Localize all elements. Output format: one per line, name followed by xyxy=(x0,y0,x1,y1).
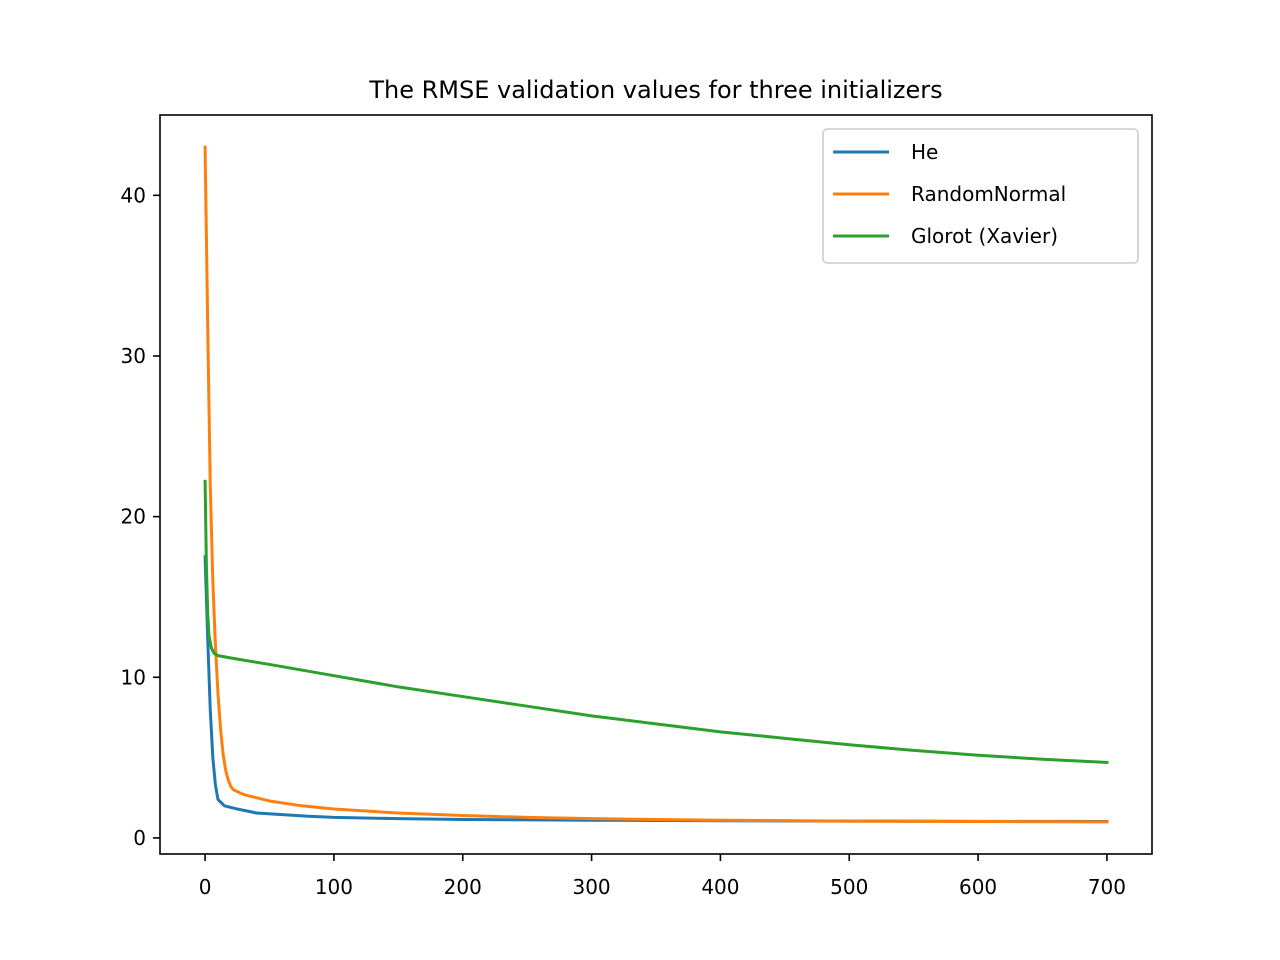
series-line-1 xyxy=(203,145,1109,824)
chart-title: The RMSE validation values for three ini… xyxy=(368,76,942,104)
plot-area xyxy=(159,114,1153,855)
x-tick-label-4: 400 xyxy=(701,875,739,899)
legend-label-1: RandomNormal xyxy=(911,182,1066,206)
y-axis: 0 10 20 30 40 xyxy=(121,183,160,850)
x-tick-label-5: 500 xyxy=(830,875,868,899)
series-line-2 xyxy=(203,479,1109,765)
x-tick-label-3: 300 xyxy=(572,875,610,899)
x-axis: 0 100 200 300 400 500 600 700 xyxy=(199,854,1126,899)
legend-label-0: He xyxy=(911,140,938,164)
x-tick-label-6: 600 xyxy=(959,875,997,899)
legend: He RandomNormal Glorot (Xavier) xyxy=(822,128,1139,264)
x-tick-label-1: 100 xyxy=(315,875,353,899)
x-tick-label-7: 700 xyxy=(1088,875,1126,899)
y-tick-label-2: 20 xyxy=(121,505,146,529)
y-tick-label-4: 40 xyxy=(121,183,146,207)
legend-box xyxy=(822,128,1139,264)
legend-label-2: Glorot (Xavier) xyxy=(911,224,1058,248)
y-tick-label-0: 0 xyxy=(133,826,146,850)
x-tick-label-2: 200 xyxy=(444,875,482,899)
y-tick-label-3: 30 xyxy=(121,344,146,368)
y-tick-label-1: 10 xyxy=(121,665,146,689)
axes-frame xyxy=(159,114,1153,855)
x-tick-label-0: 0 xyxy=(199,875,212,899)
